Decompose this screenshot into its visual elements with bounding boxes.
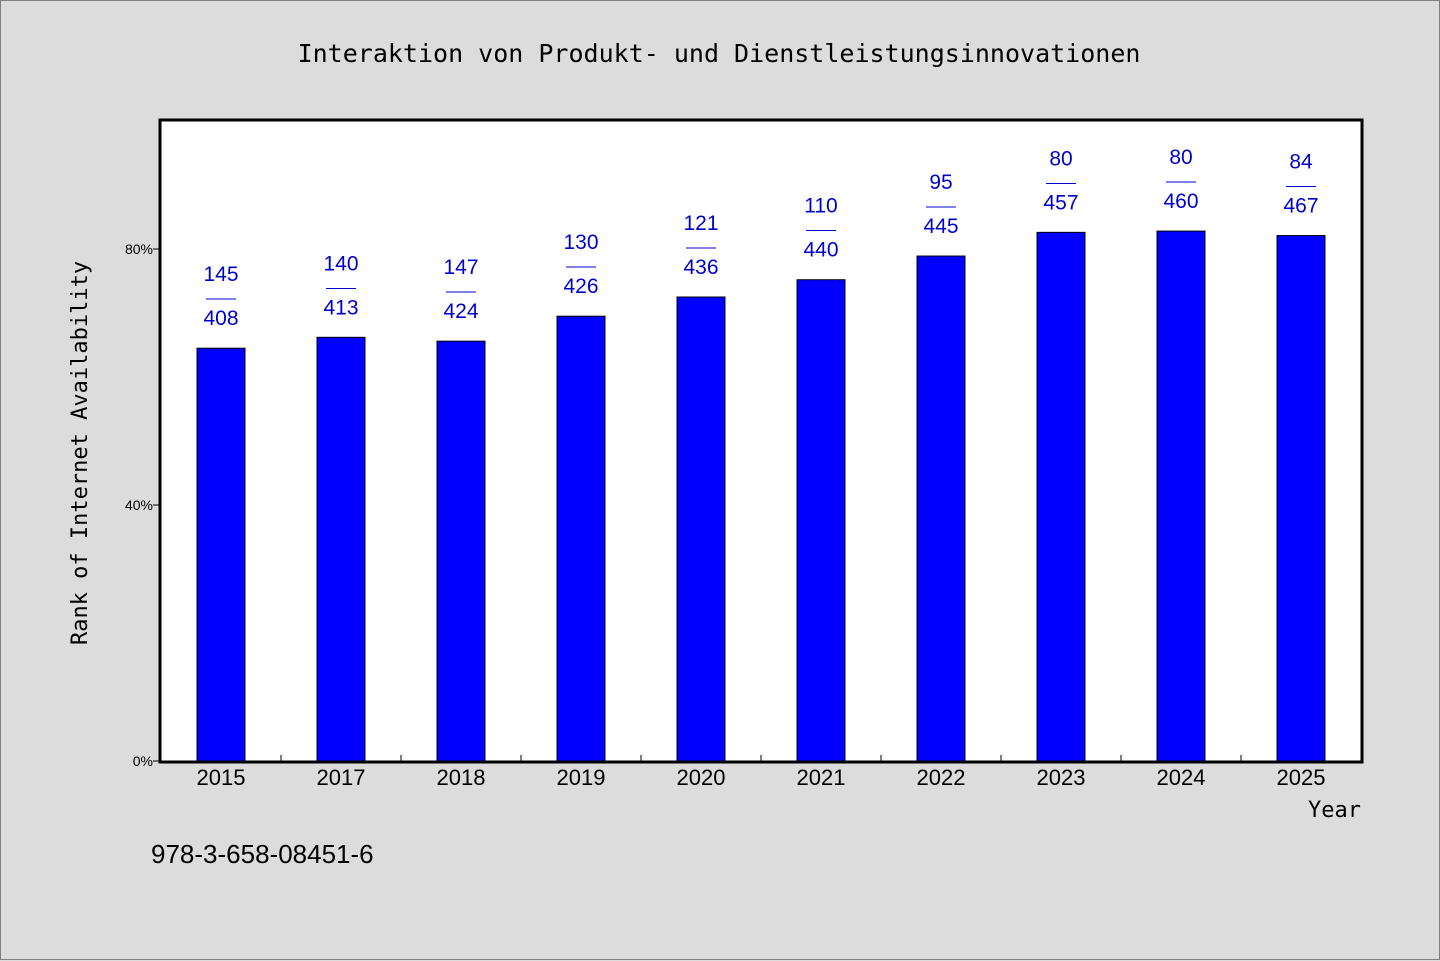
data-label-top-2023: 80 — [1049, 147, 1072, 170]
data-label-sep-2015: —— — [206, 290, 236, 307]
axis-ticks: 2015 2017 2018 2019 2020 2021 2022 2023 2024 2025… — [125, 241, 1326, 790]
x-tick-label-2015: 2015 — [197, 765, 246, 790]
data-label-bottom-2018: 424 — [443, 300, 478, 323]
x-axis-label: Year — [1308, 798, 1361, 823]
data-label-sep-2023: —— — [1046, 174, 1076, 191]
data-label-sep-2018: —— — [446, 283, 476, 300]
bar-2022 — [916, 255, 966, 762]
data-label-top-2025: 84 — [1289, 151, 1313, 174]
data-label-bottom-2017: 413 — [323, 296, 358, 319]
y-tick-label-80: 80% — [125, 241, 153, 257]
bar-2023 — [1036, 231, 1086, 762]
data-label-top-2015: 145 — [203, 263, 238, 286]
bar-2017 — [316, 336, 366, 762]
data-label-top-2021: 110 — [804, 195, 837, 218]
x-tick-label-2020: 2020 — [677, 765, 726, 790]
bar-2019 — [556, 315, 606, 762]
y-tick-label-0: 0% — [133, 753, 153, 769]
data-labels: 145——408140——413147——424130——426121——436… — [203, 146, 1318, 330]
data-label-top-2024: 80 — [1169, 146, 1192, 169]
x-tick-label-2019: 2019 — [557, 765, 606, 790]
footer-isbn: 978-3-658-08451-6 — [151, 839, 374, 869]
data-label-top-2020: 121 — [683, 212, 718, 235]
x-tick-label-2017: 2017 — [317, 765, 366, 790]
bar-2021 — [796, 279, 846, 762]
data-label-sep-2019: —— — [566, 258, 596, 275]
data-label-sep-2021: —— — [806, 222, 836, 239]
data-label-bottom-2023: 457 — [1043, 191, 1078, 214]
bar-2015 — [196, 347, 246, 762]
data-label-top-2017: 140 — [323, 252, 358, 275]
data-label-sep-2024: —— — [1166, 173, 1196, 190]
data-label-bottom-2025: 467 — [1283, 195, 1318, 218]
data-label-top-2019: 130 — [563, 231, 598, 254]
bar-2024 — [1156, 230, 1206, 762]
data-label-bottom-2019: 426 — [563, 275, 598, 298]
x-tick-label-2022: 2022 — [917, 765, 966, 790]
data-label-sep-2025: —— — [1286, 178, 1316, 195]
x-tick-label-2018: 2018 — [437, 765, 486, 790]
data-label-sep-2020: —— — [686, 239, 716, 256]
data-label-sep-2017: —— — [326, 279, 356, 296]
x-tick-label-2023: 2023 — [1037, 765, 1086, 790]
data-label-bottom-2024: 460 — [1163, 190, 1198, 213]
data-label-top-2022: 95 — [929, 171, 952, 194]
bar-2018 — [436, 340, 486, 762]
data-label-top-2018: 147 — [443, 256, 478, 279]
y-axis-label: Rank of Internet Availability — [68, 261, 93, 645]
data-label-bottom-2022: 445 — [923, 215, 958, 238]
data-label-sep-2022: —— — [926, 198, 956, 215]
data-label-bottom-2015: 408 — [203, 307, 238, 330]
x-tick-label-2025: 2025 — [1277, 765, 1326, 790]
data-label-bottom-2020: 436 — [683, 256, 718, 279]
bar-2020 — [676, 296, 726, 762]
bar-2025 — [1276, 235, 1326, 762]
x-tick-label-2024: 2024 — [1157, 765, 1206, 790]
x-tick-label-2021: 2021 — [797, 765, 846, 790]
data-label-bottom-2021: 440 — [803, 239, 838, 262]
chart-title: Interaktion von Produkt- und Dienstleist… — [298, 39, 1141, 68]
y-tick-label-40: 40% — [125, 497, 153, 513]
bars — [196, 230, 1326, 762]
